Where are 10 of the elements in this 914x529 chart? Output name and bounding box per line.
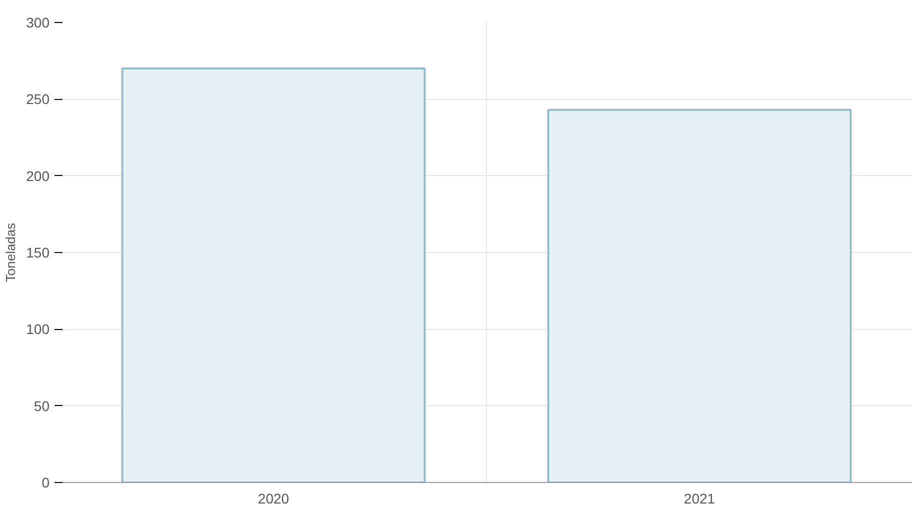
y-tick-label: 100: [26, 321, 50, 338]
y-tick-label: 200: [26, 168, 50, 184]
x-tick-label: 2021: [684, 490, 716, 506]
x-tick-label: 2020: [258, 490, 290, 506]
y-tick-label: 50: [34, 398, 50, 414]
y-tick-label: 300: [26, 14, 50, 30]
y-tick-label: 150: [26, 244, 50, 260]
y-axis-title: Toneladas: [3, 222, 18, 282]
y-tick-label: 0: [42, 474, 50, 490]
y-tick-label: 250: [26, 91, 50, 108]
